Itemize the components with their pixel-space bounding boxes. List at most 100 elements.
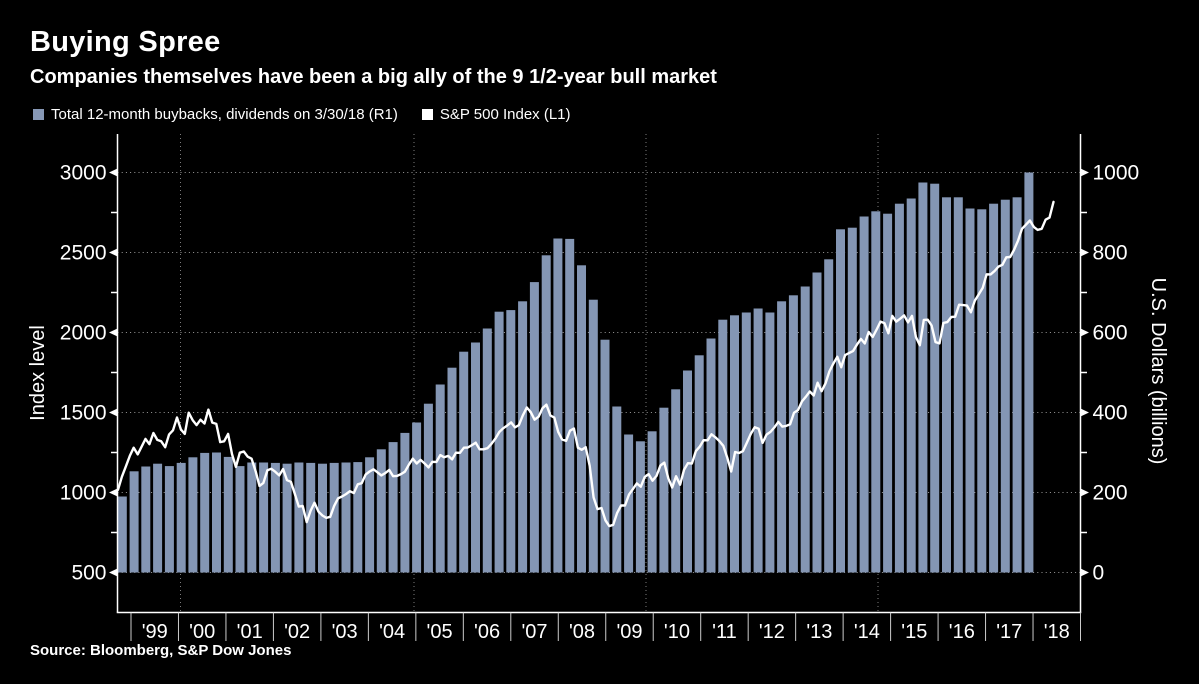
buybacks-bar: [282, 463, 292, 573]
x-tick-label: '99: [142, 621, 168, 643]
right-tick-arrow-icon: [1080, 568, 1089, 577]
buybacks-bar: [318, 463, 327, 573]
buybacks-bar: [871, 211, 881, 573]
buybacks-bar: [423, 403, 433, 573]
buybacks-bar: [1000, 199, 1010, 573]
buybacks-bar: [471, 342, 480, 573]
x-tick-label: '09: [616, 621, 642, 643]
chart-subtitle: Companies themselves have been a big all…: [30, 66, 717, 88]
legend-label-buybacks: Total 12-month buybacks, dividends on 3/…: [51, 106, 398, 123]
x-tick-label: '06: [474, 621, 500, 643]
buybacks-bar: [977, 209, 987, 573]
buybacks-bar: [388, 442, 398, 573]
buybacks-bar: [989, 203, 999, 573]
legend-item-sp500: S&P 500 Index (L1): [421, 106, 571, 123]
buybacks-swatch-icon: [33, 109, 44, 120]
buybacks-bar: [942, 197, 951, 573]
left-tick-label: 1000: [60, 482, 107, 505]
left-tick-label: 500: [71, 562, 106, 585]
buybacks-bar: [482, 328, 492, 573]
buybacks-bar: [435, 384, 445, 573]
sp500-swatch-icon: [421, 109, 433, 120]
buybacks-bar: [365, 457, 375, 573]
left-tick-arrow-icon: [109, 408, 118, 417]
buybacks-bar: [353, 462, 363, 573]
chart-title: Buying Spree: [30, 26, 221, 58]
buybacks-bar: [577, 265, 586, 573]
left-tick-label: 1500: [60, 402, 107, 425]
buybacks-bar: [117, 496, 127, 573]
buybacks-bar: [565, 238, 575, 573]
left-tick-label: 3000: [60, 162, 107, 185]
x-tick-label: '07: [521, 621, 547, 643]
buybacks-bar: [624, 434, 634, 573]
x-tick-label: '17: [996, 621, 1022, 643]
left-tick-arrow-icon: [109, 328, 118, 337]
buybacks-bar: [506, 310, 516, 573]
x-tick-label: '10: [664, 621, 690, 643]
buybacks-bar: [494, 311, 504, 573]
buybacks-bar: [223, 456, 233, 573]
buybacks-bar: [235, 466, 245, 573]
buybacks-bar: [188, 457, 198, 573]
sp500-line: [116, 200, 1055, 528]
buybacks-bar: [777, 301, 787, 573]
buybacks-bar: [894, 203, 904, 573]
buybacks-bar: [683, 370, 692, 573]
left-tick-arrow-icon: [109, 168, 118, 177]
buybacks-bar: [635, 441, 645, 573]
buybacks-bar: [164, 466, 174, 573]
source-note: Source: Bloomberg, S&P Dow Jones: [30, 642, 292, 659]
buybacks-bar: [212, 452, 221, 573]
x-tick-label: '01: [237, 621, 263, 643]
right-tick-arrow-icon: [1080, 248, 1089, 257]
x-tick-label: '14: [854, 621, 880, 643]
x-tick-label: '04: [379, 621, 405, 643]
buybacks-bar: [588, 299, 598, 573]
right-tick-arrow-icon: [1080, 488, 1089, 497]
buybacks-bar: [800, 286, 810, 573]
x-tick-label: '05: [427, 621, 453, 643]
x-tick-label: '11: [712, 621, 737, 643]
buybacks-bar: [553, 238, 563, 573]
buybacks-bar: [824, 259, 834, 573]
buybacks-bar: [247, 462, 257, 573]
buybacks-bar: [400, 432, 410, 573]
right-tick-arrow-icon: [1080, 408, 1089, 417]
right-tick-label: 1000: [1093, 162, 1140, 185]
buybacks-bar: [600, 339, 610, 573]
buybacks-bar: [788, 295, 798, 573]
right-tick-label: 400: [1093, 402, 1128, 425]
buybacks-bar: [730, 315, 739, 573]
buybacks-bar: [259, 462, 269, 573]
buybacks-bar: [753, 308, 763, 573]
buybacks-bar: [129, 471, 139, 573]
buybacks-bar: [376, 449, 386, 573]
x-tick-label: '12: [759, 621, 785, 643]
x-tick-label: '02: [284, 621, 310, 643]
buybacks-bar: [329, 462, 339, 573]
buybacks-bar: [765, 312, 775, 573]
x-tick-label: '08: [569, 621, 595, 643]
buybacks-bar: [812, 272, 822, 573]
buybacks-bar: [270, 462, 280, 573]
left-tick-arrow-icon: [109, 488, 118, 497]
buybacks-bar: [706, 338, 716, 573]
buybacks-bar: [459, 351, 469, 573]
buybacks-bar: [153, 463, 163, 573]
legend-item-buybacks: Total 12-month buybacks, dividends on 3/…: [33, 106, 398, 123]
buybacks-bar: [176, 462, 186, 573]
x-tick-label: '18: [1044, 621, 1070, 643]
buybacks-bar: [612, 406, 622, 573]
buybacks-bar: [965, 208, 975, 573]
buybacks-bar: [694, 355, 704, 573]
buybacks-bar: [859, 216, 869, 573]
buybacks-bar: [306, 462, 316, 573]
right-tick-label: 0: [1093, 562, 1105, 585]
buybacks-bar: [341, 462, 351, 573]
buybacks-bar: [200, 452, 210, 573]
right-axis-title: U.S. Dollars (billions): [1147, 278, 1169, 465]
right-tick-arrow-icon: [1080, 168, 1089, 177]
